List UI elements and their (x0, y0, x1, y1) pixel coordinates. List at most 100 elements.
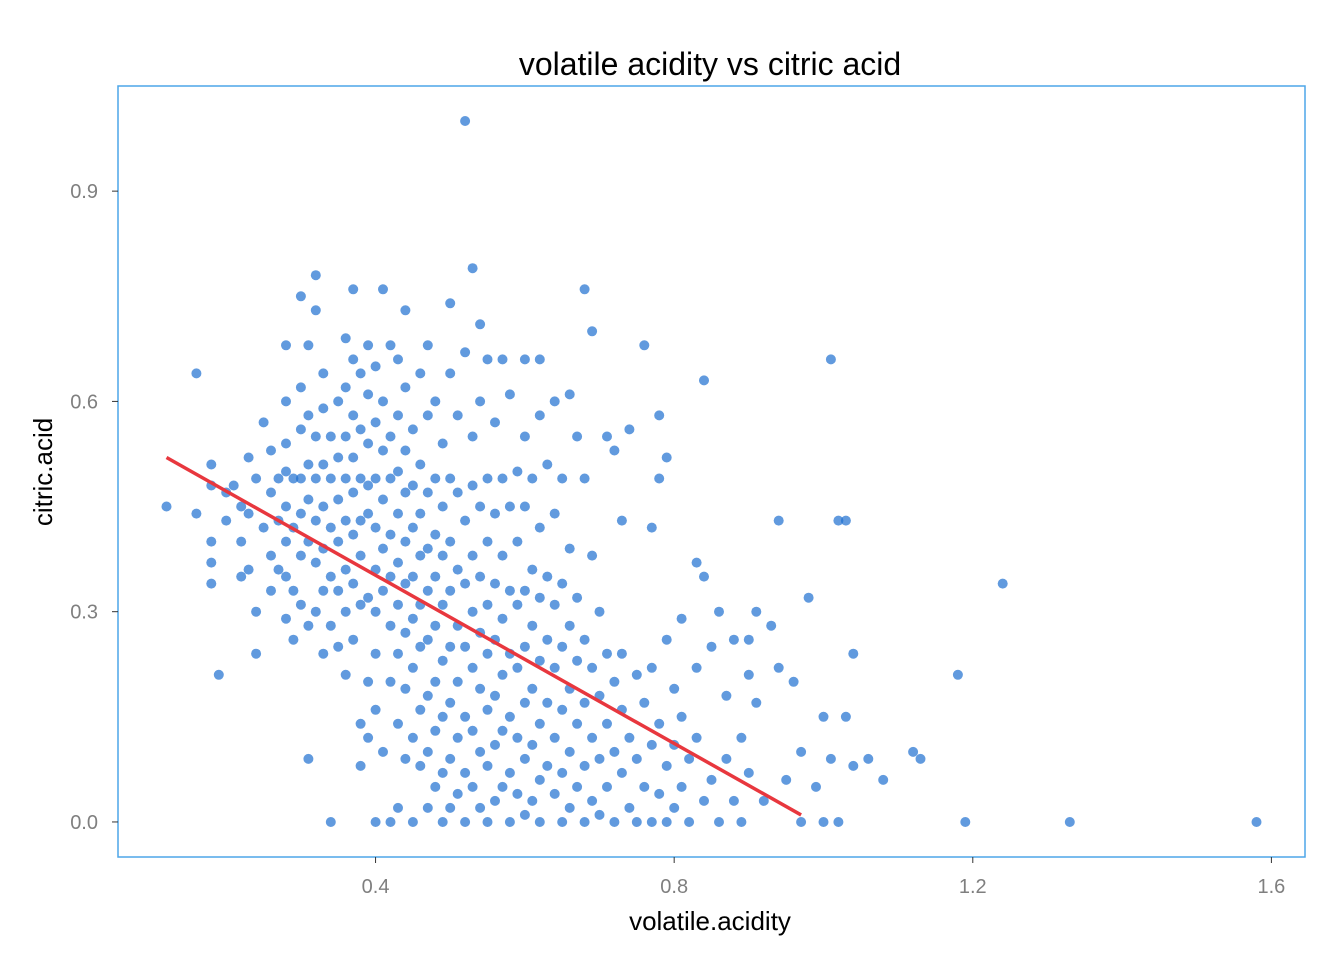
data-point (840, 515, 851, 526)
data-point (355, 718, 366, 729)
data-point (691, 662, 702, 673)
data-point (422, 585, 433, 596)
data-point (803, 592, 814, 603)
data-point (340, 606, 351, 617)
data-point (542, 634, 553, 645)
data-point (490, 578, 500, 589)
data-point (460, 817, 471, 827)
data-point (303, 620, 314, 631)
data-point (422, 487, 433, 498)
data-point (340, 515, 351, 526)
x-axis-ticks: 0.4 0.8 1.2 1.6 (362, 857, 1285, 898)
data-point (370, 606, 381, 617)
data-point (654, 788, 665, 799)
data-point (281, 466, 291, 477)
data-point (363, 389, 374, 400)
data-point (497, 613, 508, 624)
data-point (699, 795, 709, 806)
data-point (609, 746, 620, 757)
data-point (624, 802, 635, 813)
data-point (557, 767, 568, 778)
data-point (504, 817, 515, 827)
data-point (519, 641, 530, 652)
data-point (400, 445, 411, 456)
data-point (460, 641, 471, 652)
data-point (400, 305, 411, 316)
data-point (579, 697, 590, 708)
data-point (751, 697, 762, 708)
data-point (527, 564, 538, 575)
data-point (669, 802, 680, 813)
data-point (348, 452, 359, 463)
data-point (997, 578, 1008, 589)
data-point (714, 606, 724, 617)
data-point (527, 795, 538, 806)
data-point (534, 354, 545, 365)
y-tick-label: 0.9 (70, 181, 98, 203)
x-tick-label: 0.4 (362, 876, 390, 898)
data-point (743, 634, 754, 645)
data-point (616, 648, 627, 659)
data-point (370, 473, 381, 484)
data-point (445, 298, 456, 309)
data-point (407, 571, 418, 582)
data-point (422, 690, 433, 701)
data-point (393, 557, 403, 568)
data-point (243, 452, 254, 463)
data-point (288, 473, 299, 484)
data-point (624, 424, 635, 435)
data-point (467, 480, 478, 491)
data-point (228, 480, 239, 491)
data-point (340, 382, 351, 393)
data-point (482, 473, 493, 484)
points-layer (161, 116, 1262, 827)
data-point (669, 683, 680, 694)
data-point (437, 655, 448, 666)
data-point (415, 459, 426, 470)
data-point (908, 746, 919, 757)
data-point (788, 676, 799, 687)
data-point (631, 753, 642, 764)
data-point (445, 585, 456, 596)
data-point (445, 536, 456, 547)
data-point (833, 817, 844, 827)
data-point (654, 410, 665, 421)
data-point (318, 368, 329, 379)
data-point (191, 368, 202, 379)
data-point (318, 501, 329, 512)
data-point (407, 817, 418, 827)
data-point (325, 473, 336, 484)
data-point (378, 445, 388, 456)
data-point (512, 662, 523, 673)
data-point (325, 522, 336, 533)
data-point (654, 718, 665, 729)
data-point (572, 592, 583, 603)
data-point (512, 536, 523, 547)
data-point (206, 578, 217, 589)
data-point (340, 669, 351, 680)
data-point (407, 732, 418, 743)
data-point (422, 410, 433, 421)
data-point (490, 690, 500, 701)
data-point (706, 641, 717, 652)
data-point (422, 543, 433, 554)
data-point (542, 571, 553, 582)
data-point (437, 711, 448, 722)
data-point (281, 501, 291, 512)
data-point (400, 683, 411, 694)
data-point (699, 571, 709, 582)
data-point (348, 410, 359, 421)
data-point (452, 564, 463, 575)
data-point (333, 641, 344, 652)
data-point (430, 781, 441, 792)
data-point (452, 788, 463, 799)
data-point (452, 410, 463, 421)
data-point (355, 760, 366, 771)
data-point (497, 473, 508, 484)
data-point (587, 326, 598, 337)
data-point (587, 732, 598, 743)
data-point (385, 620, 396, 631)
data-point (310, 270, 321, 281)
data-point (594, 606, 605, 617)
data-point (340, 333, 351, 344)
